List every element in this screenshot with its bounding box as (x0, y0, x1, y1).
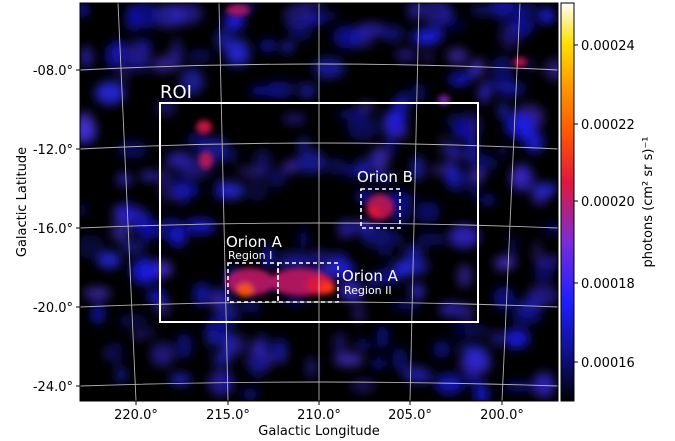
x-tick-label: 220.0° (114, 408, 158, 423)
colorbar-tick-label: 0.00016 (581, 356, 635, 371)
x-tick-label: 215.0° (206, 408, 250, 423)
roi-box (159, 102, 479, 323)
y-tick-label: -08.0° (33, 64, 73, 79)
colorbar-tick-label: 0.00020 (581, 195, 635, 210)
y-tick-label: -16.0° (33, 222, 73, 237)
colorbar-gradient (560, 2, 575, 402)
colorbar: 0.00024 0.00022 0.00020 0.00018 0.00016 … (560, 2, 656, 402)
orion-a-region-1-title: Orion A (226, 233, 283, 251)
y-tick-label: -12.0° (33, 143, 73, 158)
orion-a-region-2-subtitle: Region II (344, 284, 392, 297)
orion-b-box (360, 188, 401, 229)
y-axis: -08.0° -12.0° -16.0° -20.0° -24.0° Galac… (15, 64, 80, 395)
orion-a-region-2-box (277, 262, 339, 303)
x-axis-label: Galactic Longitude (258, 424, 379, 439)
coordinate-grid (80, 3, 558, 401)
colorbar-tick-label: 0.00022 (581, 118, 635, 133)
x-tick-label: 205.0° (388, 408, 432, 423)
x-tick-label: 210.0° (297, 408, 341, 423)
x-axis: 220.0° 215.0° 210.0° 205.0° 200.0° Galac… (114, 401, 524, 439)
colorbar-tick-label: 0.00024 (581, 39, 635, 54)
roi-label: ROI (160, 82, 192, 103)
orion-a-region-1-box (227, 262, 279, 303)
sky-map-image: ROI Orion B Orion A Region I Orion A Reg… (80, 3, 558, 401)
orion-a-region-2-title: Orion A (342, 267, 399, 285)
y-axis-label: Galactic Latitude (15, 147, 30, 257)
colorbar-label: photons (cm² sr s)⁻¹ (641, 136, 656, 267)
y-tick-label: -20.0° (33, 301, 73, 316)
y-tick-label: -24.0° (33, 380, 73, 395)
orion-b-label: Orion B (357, 168, 413, 186)
x-tick-label: 200.0° (480, 408, 524, 423)
colorbar-tick-label: 0.00018 (581, 277, 635, 292)
orion-a-region-1-subtitle: Region I (228, 249, 272, 262)
